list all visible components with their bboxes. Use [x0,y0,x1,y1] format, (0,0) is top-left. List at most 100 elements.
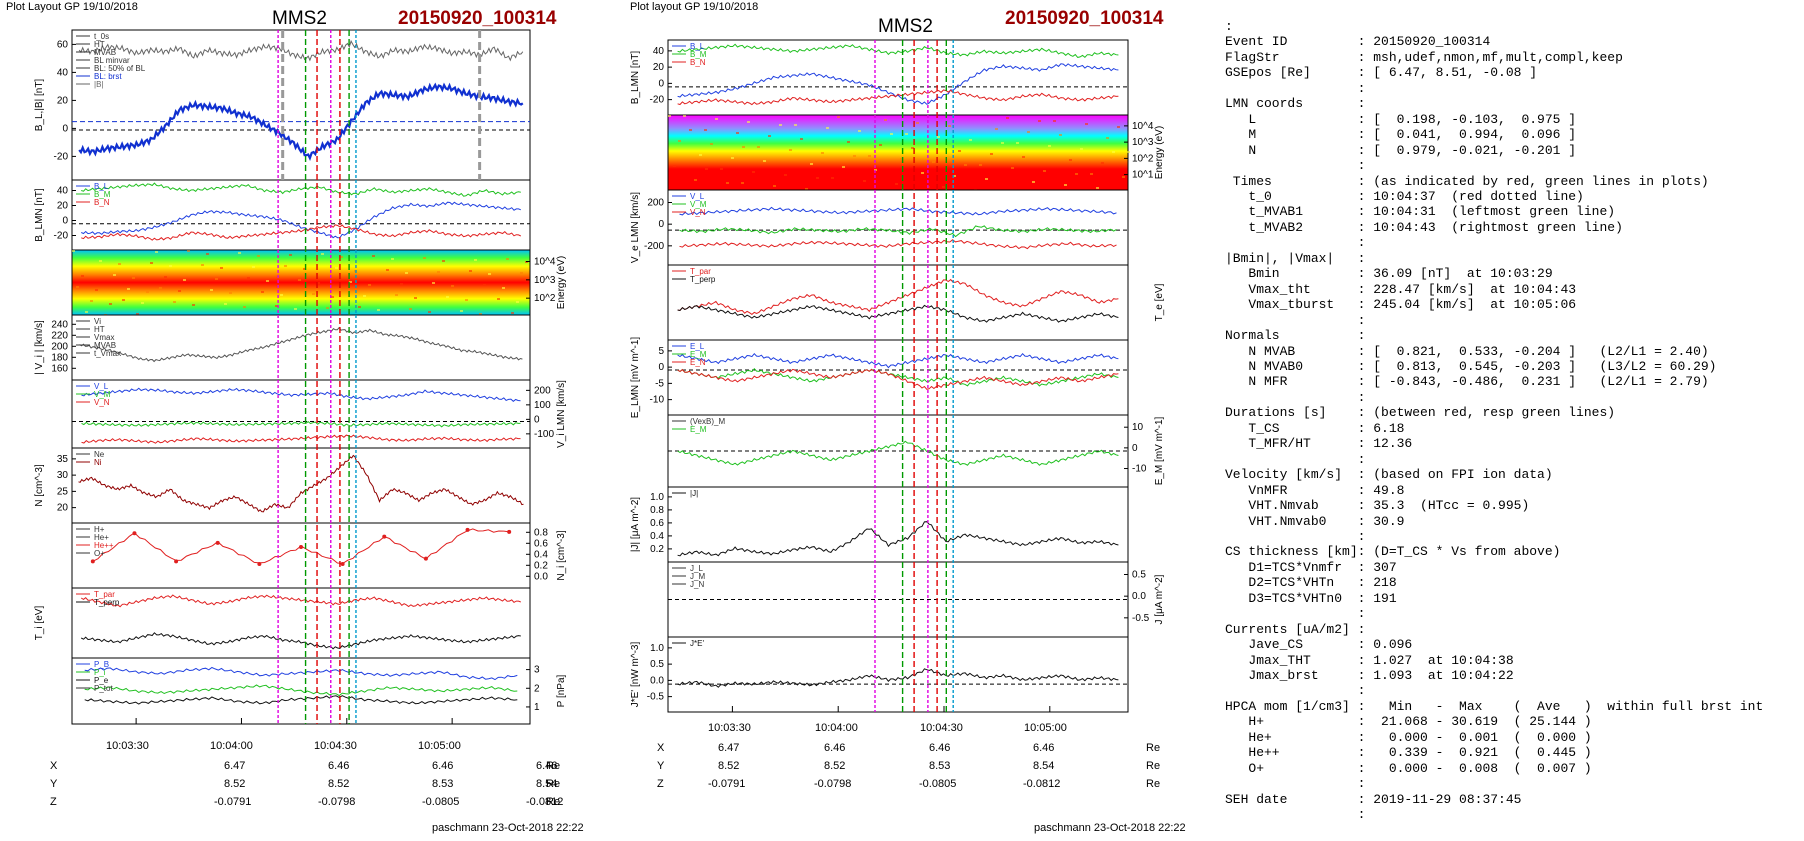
series-line-tperp [80,632,521,650]
series-line-bm [677,43,1119,58]
y-axis-label: |J| [μA m^-2] [630,497,641,552]
y-tick-label: -5 [655,378,664,389]
legend-entry: B_M [690,50,707,59]
heatmap-cell [99,260,102,262]
left-coord-y-1: 8.52 [224,778,246,790]
y-tick-label: 10^4 [1132,121,1154,132]
heatmap-cell [502,287,505,289]
heatmap-cell [321,253,324,255]
heatmap-cell [520,272,523,274]
heatmap-cell [1022,156,1025,158]
left-time-tick-2: 10:04:00 [210,740,253,752]
panel-mid-J: 1.0 0.8 0.6 0.4 0.2 |J| [μA m^-2] |J| [630,486,1129,563]
y-tick-label: 0.6 [650,518,664,529]
y-tick-label: 20 [57,95,69,106]
heatmap-cell [192,304,195,306]
heatmap-cell [215,278,218,280]
y-tick-label: -100 [534,429,554,440]
legend-entry: Ne [94,450,105,459]
left-coord-z-1: -0.0791 [214,796,252,808]
panel-frame [667,636,1129,713]
heatmap-cell [155,251,158,253]
heatmap-cell [1075,173,1078,175]
y-tick-label: 0.0 [650,675,664,686]
legend-entry: B_M [94,190,111,199]
info-line: : [1225,451,1366,467]
y-tick-label: 0.5 [650,659,664,670]
heatmap-cell [964,164,967,166]
heatmap-cell [816,177,819,179]
series-line-je [677,668,1119,688]
left-coord-x-unit: Re [546,760,561,772]
panel-left-BLMN: 40 20 0 -20 B_LMN [nT] B_LB_MB_N [34,179,531,251]
series-line-bn [677,89,1119,106]
series-line-vm [679,225,1117,238]
y-tick-label: 0 [534,414,540,425]
heatmap-cell [1090,173,1093,175]
heatmap-cell [720,168,723,170]
y-tick-label: 10 [1132,422,1144,433]
heatmap-cell [511,312,514,314]
panel-frame [667,414,1129,488]
heatmap-cell [173,301,176,303]
y-tick-label: 0.4 [534,549,548,560]
info-line: Jmax_brst : 1.093 at 10:04:22 [1225,668,1514,684]
y-tick-label: 0.4 [650,531,664,542]
y-tick-label: 10^4 [534,257,556,268]
heatmap-cell [81,275,84,277]
heatmap-cell [141,302,144,304]
y-tick-label: 20 [57,201,69,212]
y-tick-label: 20 [57,503,69,514]
mid-coord-z-1: -0.0791 [708,778,746,790]
heatmap-cell [442,260,445,262]
panel-left-ViLMN: 200 100 0 -100 V_i LMN [km/s] V_LV_MV_N [71,379,567,449]
info-line: D3=TCS*VHTn0 : 191 [1225,590,1397,606]
heatmap-cell [183,279,186,281]
mid-event-title: 20150920_100314 [1005,8,1164,29]
y-tick-label: 240 [51,319,68,330]
heatmap-cell [742,146,745,148]
left-coord-y-label: Y [50,778,58,790]
heatmap-cell [220,267,223,269]
info-line: T_MFR/HT : 12.36 [1225,436,1413,452]
legend-entry: (VexB)_M [690,417,725,426]
heatmap-cell [837,116,840,118]
heatmap-cell [683,115,686,117]
series-line-vl [81,387,521,402]
heatmap-cell [210,289,213,291]
heatmap-cell [779,124,782,126]
legend-entry: Vi [94,317,101,326]
heatmap-cell [1122,176,1125,178]
heatmap-cell [312,293,315,295]
info-line: FlagStr : msh,udef,nmon,mf,mult,compl,ke… [1225,49,1623,65]
legend-entry: He++ [94,541,114,550]
y-tick-label: 40 [57,186,69,197]
heatmap-cell [953,175,956,177]
y-tick-label: -10 [650,395,665,406]
mid-coord-y-1: 8.52 [718,760,740,772]
y-tick-label: 10^3 [534,275,556,286]
panel-mid-JLMN: 0.5 0.0 -0.5 J [μA m^-2] J_LJ_MJ_N [667,561,1165,638]
legend-entry: V_L [94,382,109,391]
heatmap-cell [247,277,250,279]
y-tick-label: 1 [534,702,540,713]
mid-coord-z-4: -0.0812 [1023,778,1061,790]
heatmap-cell [948,125,951,127]
legend-entry: T_par [690,267,711,276]
legend-entry: B_N [690,58,706,67]
panel-frame [71,249,531,316]
mid-coord-y-label: Y [657,760,665,772]
heatmap-cell [1053,120,1056,122]
series-line-vn [81,434,521,444]
heatmap-cell [201,264,204,266]
mid-coord-z-label: Z [657,778,664,790]
heatmap-cell [243,306,246,308]
y-axis-label: | V_i | [km/s] [34,320,45,375]
y-tick-label: -20 [650,95,665,106]
y-tick-label: 200 [647,198,664,209]
heatmap-cell [805,188,808,190]
y-tick-label: 0.6 [534,538,548,549]
mid-coord-x-3: 6.46 [929,742,951,754]
panel-mid-EM: 10 0 -10 E_M [mV m^-1] (VexB)_ME_M [667,414,1165,488]
heatmap-cell [1043,170,1046,172]
